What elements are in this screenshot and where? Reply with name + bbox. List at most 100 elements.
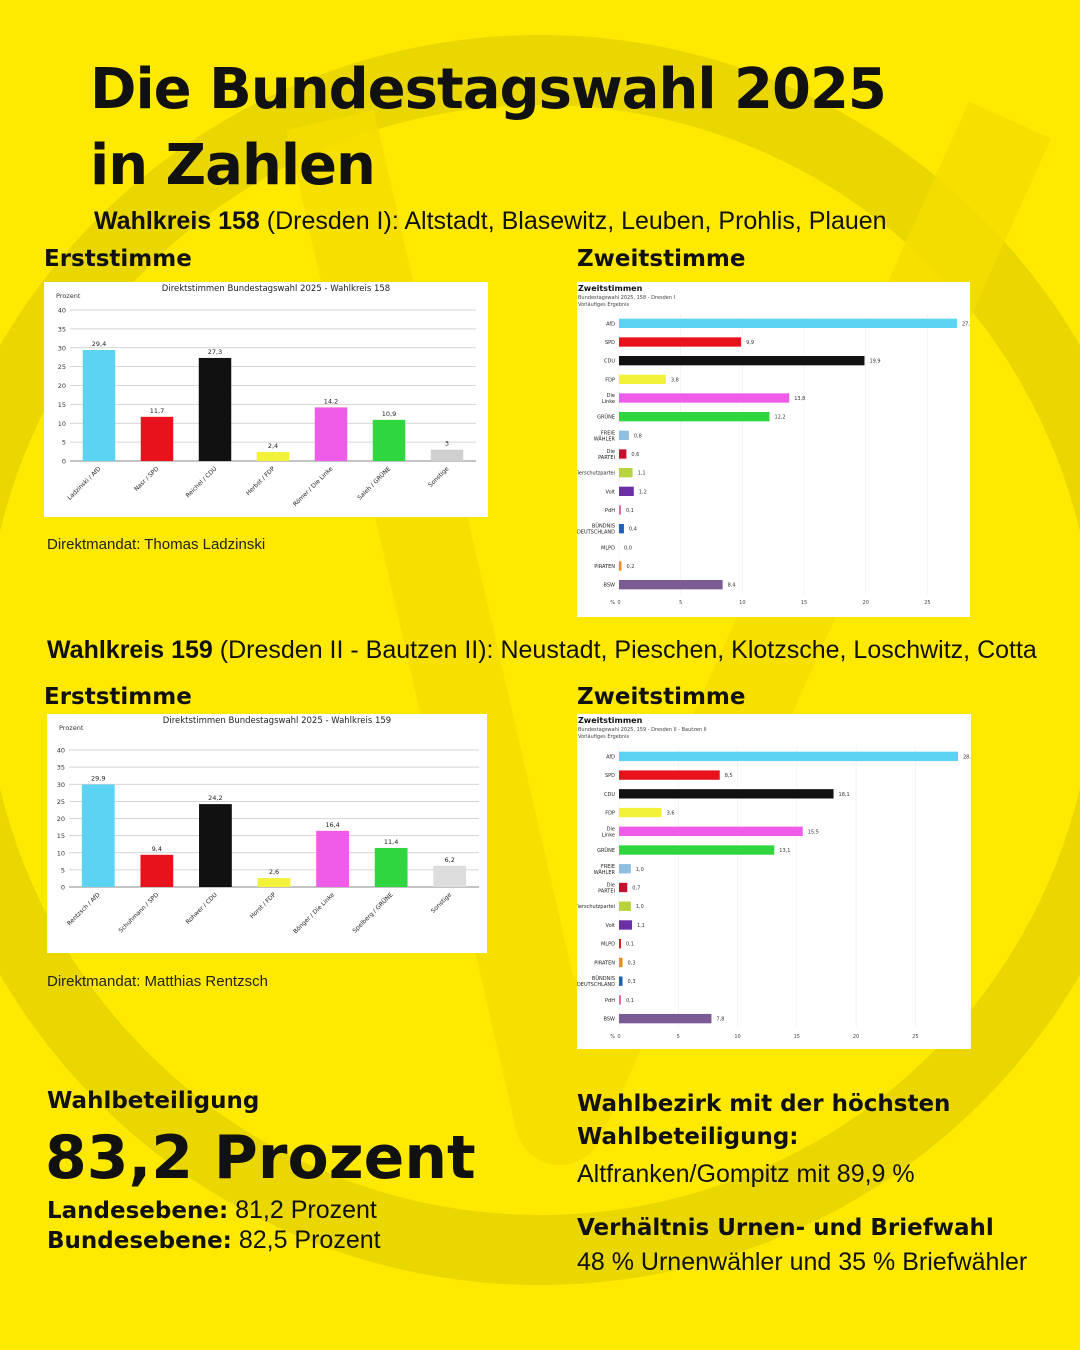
data-label: 8,5	[725, 773, 733, 779]
wk158-zweitstimme-svg: Zweitstimmen Bundestagswahl 2025, 158 - D…	[577, 284, 970, 606]
y-tick-label: 20	[58, 382, 66, 390]
category-label: GRÜNE	[597, 414, 615, 421]
x-tick-label: 15	[794, 1034, 800, 1040]
y-tick-label: 40	[58, 307, 66, 315]
data-label: 6,2	[445, 856, 455, 864]
bar	[619, 468, 633, 478]
data-label: 11,4	[384, 838, 398, 846]
x-tick-label: 10	[734, 1034, 740, 1040]
wk159-label: Wahlkreis 159	[47, 636, 213, 664]
category-label: WÄHLER	[594, 435, 616, 442]
category-label: Tierschutzpartei	[577, 471, 615, 477]
chart-subtitle: Vorläufiges Ergebnis	[578, 734, 629, 740]
bar	[619, 430, 629, 440]
bar	[619, 882, 628, 893]
page-title: Die Bundestagswahl 2025 in Zahlen	[90, 52, 887, 204]
bar	[619, 957, 623, 968]
x-axis-label: %	[610, 1034, 615, 1040]
category-label: AfD	[606, 321, 615, 327]
title-line-1: Die Bundestagswahl 2025	[90, 57, 887, 122]
bar	[619, 770, 720, 780]
category-label: MLPD	[601, 545, 615, 551]
category-label: DEUTSCHLAND	[577, 982, 615, 988]
y-tick-label: 10	[57, 849, 65, 857]
x-tick-label: 0	[617, 1034, 620, 1040]
category-label: CDU	[604, 359, 615, 365]
wk158-area: (Dresden I): Altstadt, Blasewitz, Leuben…	[259, 207, 887, 235]
wk159-erststimme-chart: Direktstimmen Bundestagswahl 2025 - Wahl…	[47, 714, 487, 953]
chart-title: Zweitstimmen	[578, 716, 643, 725]
category-label: Sonstige	[430, 891, 454, 915]
y-tick-label: 0	[62, 458, 66, 466]
bar	[619, 505, 621, 515]
bar	[619, 826, 803, 836]
bar	[619, 561, 622, 571]
category-label: PIRATEN	[594, 564, 615, 570]
data-label: 0,4	[629, 527, 637, 533]
category-label: Die	[607, 393, 615, 399]
y-tick-label: 5	[62, 439, 66, 447]
y-tick-label: 25	[58, 363, 66, 371]
category-label: BÜNDNIS	[592, 523, 615, 530]
x-tick-label: 5	[679, 600, 682, 606]
y-tick-label: 10	[58, 420, 66, 428]
title-line-2: in Zahlen	[90, 133, 376, 198]
chart-subtitle: Bundestagswahl 2025, 159 - Dresden II - …	[578, 727, 707, 733]
category-label: Nasr / SPD	[133, 465, 161, 493]
data-label: 0,8	[634, 433, 642, 439]
highest-turnout-value: Altfranken/Gompitz mit 89,9 %	[577, 1160, 915, 1188]
wk159-zweitstimme-chart: Zweitstimmen Bundestagswahl 2025, 159 - D…	[577, 714, 971, 1049]
bar	[619, 374, 666, 384]
data-label: 10,9	[382, 410, 396, 418]
data-label: 29,9	[91, 775, 105, 783]
wk159-erst-heading: Erststimme	[44, 684, 192, 710]
data-label: 0,6	[631, 452, 639, 458]
data-label: 0,3	[628, 960, 636, 966]
bar	[256, 451, 290, 461]
data-label: 0,1	[626, 998, 634, 1004]
bar	[140, 416, 174, 461]
bar	[257, 878, 291, 887]
category-label: Volt	[606, 923, 615, 929]
bar	[619, 318, 957, 328]
data-label: 27,3	[208, 348, 222, 356]
turnout-bund: Bundesebene: 82,5 Prozent	[47, 1225, 381, 1256]
x-tick-label: 25	[912, 1034, 918, 1040]
turnout-land-value: 81,2 Prozent	[228, 1196, 377, 1224]
category-label: FREIE	[601, 430, 615, 436]
data-label: 9,9	[746, 340, 754, 346]
y-tick-label: 35	[58, 325, 66, 333]
category-label: GRÜNE	[597, 847, 615, 854]
bar	[372, 419, 406, 461]
data-label: 18,1	[839, 792, 850, 798]
bar	[314, 407, 348, 461]
category-label: FREIE	[601, 864, 615, 870]
category-label: Die	[607, 826, 615, 832]
highest-label-line-1: Wahlbezirk mit der höchsten	[577, 1091, 951, 1117]
bar	[82, 350, 116, 461]
bar	[430, 449, 464, 461]
y-tick-label: 25	[57, 798, 65, 806]
bar	[619, 337, 742, 347]
wk159-zweit-heading: Zweitstimme	[577, 684, 746, 710]
wk159-direktmandat: Direktmandat: Matthias Rentzsch	[47, 973, 268, 990]
bar	[619, 845, 775, 855]
chart-subtitle: Bundestagswahl 2025, 158 - Dresden I	[578, 295, 675, 301]
bar	[619, 524, 624, 534]
chart-title: Zweitstimmen	[578, 284, 643, 293]
category-label: PARTEI	[598, 455, 615, 461]
data-label: 1,0	[636, 904, 644, 910]
data-label: 13,1	[779, 848, 790, 854]
bar	[619, 920, 633, 930]
bar	[619, 393, 790, 403]
highest-label-line-2: Wahlbeteiligung:	[577, 1124, 799, 1150]
data-label: 2,4	[268, 442, 278, 450]
category-label: Spelberg / GRÜNE	[351, 891, 394, 934]
x-tick-label: 10	[739, 600, 745, 606]
wk158-zweit-heading: Zweitstimme	[577, 246, 746, 272]
y-axis-label: Prozent	[56, 292, 81, 300]
wk158-direktmandat: Direktmandat: Thomas Ladzinski	[47, 536, 266, 553]
wk159-area: (Dresden II - Bautzen II): Neustadt, Pie…	[212, 636, 1037, 664]
chart-subtitle: Vorläufiges Ergebnis	[578, 302, 629, 308]
x-axis-label: %	[610, 600, 615, 606]
